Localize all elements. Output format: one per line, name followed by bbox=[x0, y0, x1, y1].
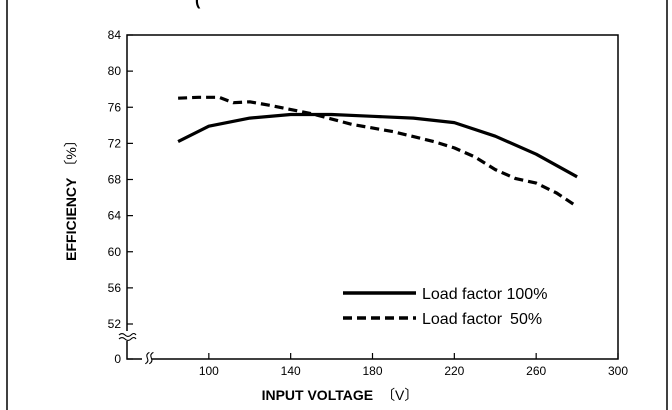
y-tick-label: 52 bbox=[108, 317, 122, 331]
x-axis-title-text: INPUT VOLTAGE bbox=[262, 387, 373, 403]
y-tick-label: 80 bbox=[108, 64, 122, 78]
x-tick-label: 100 bbox=[199, 364, 219, 378]
x-tick-label: 300 bbox=[608, 364, 628, 378]
series-line-load-50 bbox=[178, 95, 578, 208]
y-tick-label: 56 bbox=[108, 281, 122, 295]
y-axis-title-text: EFFICIENCY bbox=[63, 177, 79, 261]
legend: Load factor 100% Load factor 50% bbox=[343, 286, 547, 328]
svg-text:EFFICIENCY〔%〕: EFFICIENCY 〔%〕 bbox=[63, 133, 79, 261]
y-tick-label: 72 bbox=[108, 136, 122, 150]
x-tick-label: 140 bbox=[281, 364, 301, 378]
y-axis-title: EFFICIENCY 〔%〕 bbox=[63, 133, 79, 261]
cropped-header-text: ( bbox=[195, 0, 201, 9]
x-axis-ticks: 100 140 180 220 260 300 bbox=[199, 353, 628, 378]
x-axis-title: INPUT VOLTAGE 〔V〕 bbox=[262, 387, 419, 403]
x-axis-title-unit: 〔V〕 bbox=[381, 387, 418, 403]
y-tick-0-label: 0 bbox=[114, 352, 121, 366]
y-tick-label: 84 bbox=[108, 28, 122, 42]
y-tick-label: 68 bbox=[108, 173, 122, 187]
y-axis-break-icon bbox=[118, 331, 137, 342]
series-lines bbox=[177, 95, 578, 208]
y-axis-title-unit: 〔%〕 bbox=[63, 133, 79, 173]
x-axis-break-icon bbox=[142, 351, 154, 366]
y-tick-label: 64 bbox=[108, 209, 122, 223]
y-tick-label: 60 bbox=[108, 245, 122, 259]
x-tick-label: 180 bbox=[362, 364, 382, 378]
series-line-load-100 bbox=[177, 112, 578, 179]
y-tick-label: 76 bbox=[108, 100, 122, 114]
y-axis-ticks: 52 56 60 64 68 72 76 80 84 bbox=[108, 28, 133, 331]
legend-label-50: Load factor 50% bbox=[422, 311, 542, 328]
legend-label-100: Load factor 100% bbox=[422, 286, 547, 303]
x-tick-label: 220 bbox=[444, 364, 464, 378]
x-tick-label: 260 bbox=[526, 364, 546, 378]
